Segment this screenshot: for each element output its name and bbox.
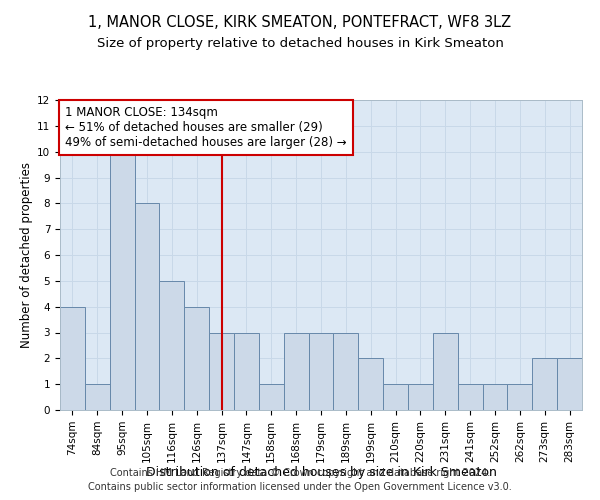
Text: 1, MANOR CLOSE, KIRK SMEATON, PONTEFRACT, WF8 3LZ: 1, MANOR CLOSE, KIRK SMEATON, PONTEFRACT… bbox=[88, 15, 512, 30]
Bar bbox=[160, 281, 184, 410]
Bar bbox=[234, 332, 259, 410]
Text: 1 MANOR CLOSE: 134sqm
← 51% of detached houses are smaller (29)
49% of semi-deta: 1 MANOR CLOSE: 134sqm ← 51% of detached … bbox=[65, 106, 347, 149]
Bar bbox=[209, 332, 234, 410]
Bar bbox=[408, 384, 433, 410]
Bar bbox=[110, 152, 134, 410]
Bar bbox=[433, 332, 458, 410]
Y-axis label: Number of detached properties: Number of detached properties bbox=[20, 162, 33, 348]
Bar bbox=[532, 358, 557, 410]
Bar bbox=[508, 384, 532, 410]
Bar bbox=[334, 332, 358, 410]
Bar bbox=[458, 384, 482, 410]
Bar bbox=[358, 358, 383, 410]
Bar bbox=[482, 384, 508, 410]
Bar bbox=[557, 358, 582, 410]
Text: Contains public sector information licensed under the Open Government Licence v3: Contains public sector information licen… bbox=[88, 482, 512, 492]
Text: Size of property relative to detached houses in Kirk Smeaton: Size of property relative to detached ho… bbox=[97, 38, 503, 51]
Bar bbox=[60, 306, 85, 410]
Text: Contains HM Land Registry data © Crown copyright and database right 2024.: Contains HM Land Registry data © Crown c… bbox=[110, 468, 490, 477]
Bar bbox=[184, 306, 209, 410]
Bar bbox=[134, 204, 160, 410]
Bar bbox=[259, 384, 284, 410]
X-axis label: Distribution of detached houses by size in Kirk Smeaton: Distribution of detached houses by size … bbox=[146, 466, 496, 479]
Bar bbox=[284, 332, 308, 410]
Bar bbox=[85, 384, 110, 410]
Bar bbox=[308, 332, 334, 410]
Bar bbox=[383, 384, 408, 410]
